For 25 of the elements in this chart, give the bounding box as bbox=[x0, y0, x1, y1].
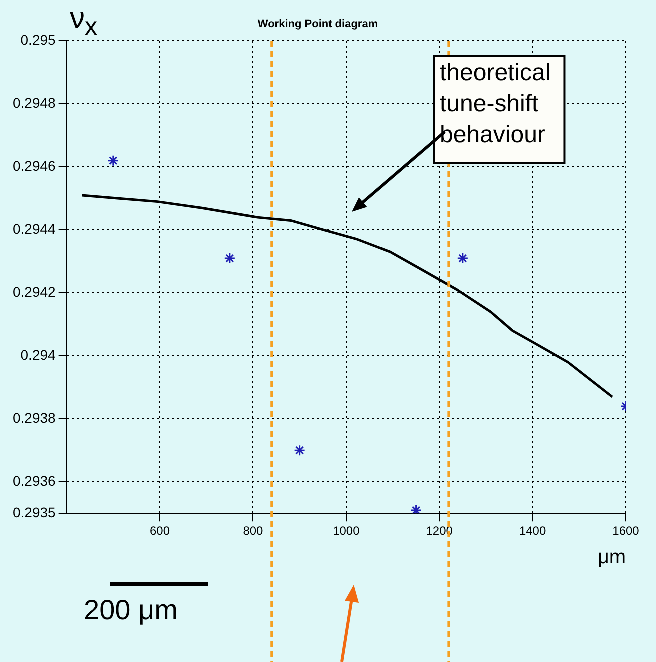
y-tick-label: 0.2946 bbox=[12, 158, 56, 174]
point bbox=[410, 504, 422, 514]
y-tick-label: 0.2948 bbox=[12, 95, 56, 112]
y-tick-label: 0.2938 bbox=[12, 410, 56, 426]
y-axis-title: ν$_{x}$ bbox=[70, 2, 98, 42]
x-tick-label: 1200 bbox=[426, 524, 454, 538]
text: 200 μm bbox=[84, 594, 178, 626]
chart-title: Working Point diagram bbox=[258, 18, 378, 31]
y-tick-label: 0.294 bbox=[20, 346, 56, 363]
annotation: theoretical tune-shift behaviour bbox=[440, 60, 551, 149]
point bbox=[294, 444, 306, 456]
x-axis-title: μm bbox=[598, 546, 626, 569]
y-tick-label: 0.295 bbox=[20, 32, 56, 48]
point bbox=[457, 252, 469, 264]
x-tick-label: 1600 bbox=[612, 524, 640, 538]
point bbox=[224, 252, 236, 264]
x-tick-label: 600 bbox=[150, 524, 170, 538]
y-tick-label: 0.2942 bbox=[12, 284, 56, 300]
x-tick-label: 800 bbox=[243, 524, 264, 538]
x-tick-label: 1000 bbox=[333, 524, 360, 538]
x-tick-label: 1400 bbox=[519, 524, 546, 538]
point bbox=[108, 155, 120, 167]
y-tick-label: 0.2936 bbox=[12, 472, 56, 489]
y-tick-label: 0.2935 bbox=[12, 504, 56, 520]
y-tick-label: 0.2944 bbox=[12, 221, 56, 238]
